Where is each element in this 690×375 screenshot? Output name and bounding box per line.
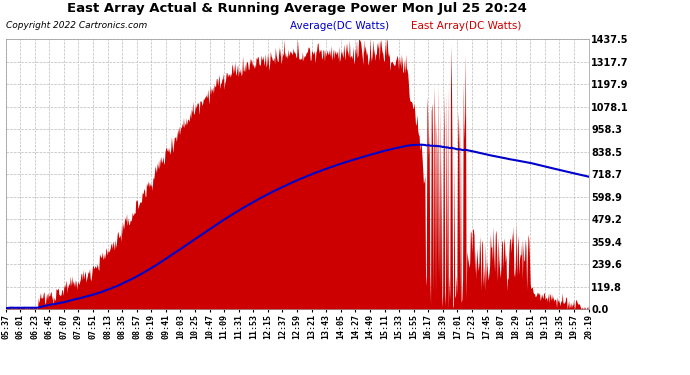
Text: East Array(DC Watts): East Array(DC Watts) <box>411 21 521 31</box>
Text: Copyright 2022 Cartronics.com: Copyright 2022 Cartronics.com <box>6 21 147 30</box>
Text: Average(DC Watts): Average(DC Watts) <box>290 21 389 31</box>
Text: East Array Actual & Running Average Power Mon Jul 25 20:24: East Array Actual & Running Average Powe… <box>67 2 526 15</box>
